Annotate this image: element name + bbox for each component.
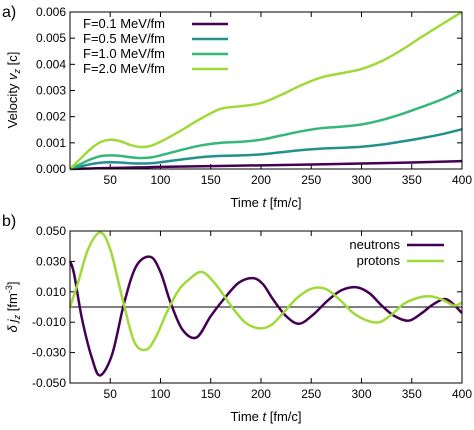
panel-a-xtick-label: 300 bbox=[351, 173, 371, 187]
panel-a-ytick-label: 0.000 bbox=[36, 162, 66, 176]
panel-a-xtick-label: 350 bbox=[402, 173, 422, 187]
panel-a-xtick-label: 400 bbox=[452, 173, 472, 187]
panel-a-ylabel-main: Velocity bbox=[5, 80, 20, 128]
panel-a-ytick-label: 0.005 bbox=[36, 31, 66, 45]
panel-b-xlabel: Time t [fm/c] bbox=[230, 409, 301, 424]
panel-b-series-line-1 bbox=[68, 255, 463, 377]
panel-a-legend-label: F=0.5 MeV/fm bbox=[83, 31, 165, 46]
panel-b-legend-label: neutrons bbox=[349, 237, 400, 252]
panel-b-label: b) bbox=[2, 213, 16, 230]
panel-a-series-line-3 bbox=[69, 88, 463, 171]
panel-b-ylabel-unit: [fm bbox=[5, 293, 20, 315]
panel-a-xtick-label: 150 bbox=[201, 173, 221, 187]
panel-b-series-line-2 bbox=[68, 231, 463, 352]
panel-b-xlabel-pre: Time bbox=[230, 409, 262, 424]
panel-a-ytick-label: 0.002 bbox=[36, 110, 66, 124]
panel-b-ylabel-subscript: z bbox=[12, 314, 22, 320]
panel-a-ylabel: Velocity vz [c] bbox=[5, 52, 22, 129]
panel-b-legend-label: protons bbox=[357, 253, 401, 268]
panel-a-ticks: 50 100 150 200 250 300 350 400 0.000 0.001 0.002 0.… bbox=[36, 5, 472, 187]
panel-a-ylabel-subscript: z bbox=[12, 68, 22, 74]
panel-b-ylabel-delta: δ bbox=[5, 324, 20, 332]
panel-b-ytick-label: -0.030 bbox=[32, 346, 66, 360]
panel-b-ylabel: δjz [fm-3] bbox=[4, 282, 22, 333]
panel-a-legend-label: F=2.0 MeV/fm bbox=[83, 61, 165, 76]
panel-b-series-lines bbox=[68, 231, 463, 377]
panel-b-xtick-label: 150 bbox=[201, 387, 221, 401]
panel-a-series-line-4 bbox=[69, 10, 463, 170]
panel-a-xtick-label: 250 bbox=[301, 173, 321, 187]
panel-b: b) 50 100 150 200 250 300 350 400 -0.050 -0.030 -0… bbox=[2, 213, 472, 424]
panel-a-series-lines bbox=[69, 10, 463, 171]
panel-a-ylabel-unit: [c] bbox=[5, 52, 20, 69]
panel-a-xlabel-post: [fm/c] bbox=[266, 195, 301, 210]
panel-a-legend-label: F=0.1 MeV/fm bbox=[83, 16, 165, 31]
panel-b-frame bbox=[69, 230, 463, 384]
panel-b-ylabel-superscript: -3 bbox=[4, 285, 14, 293]
panel-b-ylabel-close: ] bbox=[5, 282, 20, 286]
panel-a-ylabel-symbol: v bbox=[5, 72, 20, 80]
panel-b-ytick-label: 0.030 bbox=[36, 254, 66, 268]
panel-a-ytick-label: 0.001 bbox=[36, 136, 66, 150]
panel-a-legend-label: F=1.0 MeV/fm bbox=[83, 46, 165, 61]
panel-b-ticks: 50 100 150 200 250 300 350 400 -0.050 -0.030 -0.01… bbox=[32, 224, 472, 401]
panel-b-ylabel-j: j bbox=[5, 318, 20, 324]
panel-a-ytick-label: 0.006 bbox=[36, 5, 66, 19]
panel-a-frame bbox=[69, 11, 463, 170]
panel-b-xtick-label: 350 bbox=[402, 387, 422, 401]
panel-b-ytick-label: -0.050 bbox=[32, 376, 66, 390]
panel-b-ytick-label: 0.050 bbox=[36, 224, 66, 238]
panel-a-series-line-2 bbox=[69, 128, 463, 171]
panel-b-xtick-label: 100 bbox=[150, 387, 170, 401]
panel-b-xtick-label: 250 bbox=[301, 387, 321, 401]
panel-a-xlabel-symbol: t bbox=[263, 195, 268, 210]
panel-a: a) 50 100 150 200 250 300 350 400 0.000 0.001 0.00… bbox=[2, 4, 472, 210]
panel-a-label: a) bbox=[2, 4, 16, 21]
panel-a-xtick-label: 200 bbox=[251, 173, 271, 187]
panel-b-xtick-label: 50 bbox=[104, 387, 118, 401]
panel-a-ytick-label: 0.003 bbox=[36, 84, 66, 98]
panel-b-xtick-label: 300 bbox=[351, 387, 371, 401]
panel-b-xtick-label: 200 bbox=[251, 387, 271, 401]
panel-a-legend: F=0.1 MeV/fmF=0.5 MeV/fmF=1.0 MeV/fmF=2.… bbox=[83, 16, 228, 76]
panel-a-ytick-label: 0.004 bbox=[36, 57, 66, 71]
panel-a-xtick-label: 50 bbox=[104, 173, 118, 187]
panel-b-xlabel-symbol: t bbox=[263, 409, 268, 424]
panel-b-ytick-label: 0.010 bbox=[36, 285, 66, 299]
panel-a-series-line-1 bbox=[69, 159, 463, 171]
panel-a-xtick-label: 100 bbox=[150, 173, 170, 187]
panel-b-xtick-label: 400 bbox=[452, 387, 472, 401]
panel-b-xlabel-post: [fm/c] bbox=[266, 409, 301, 424]
panel-a-xlabel: Time t [fm/c] bbox=[230, 195, 301, 210]
panel-a-xlabel-pre: Time bbox=[230, 195, 262, 210]
panel-b-ytick-label: -0.010 bbox=[32, 315, 66, 329]
